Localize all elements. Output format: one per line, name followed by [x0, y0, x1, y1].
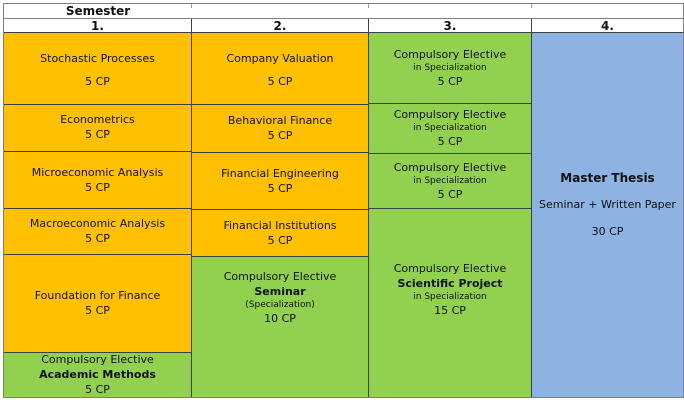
course-title: Econometrics: [60, 113, 135, 127]
semester-4-column: Master Thesis Seminar + Written Paper 30…: [532, 33, 683, 397]
semester-2-column: Company Valuation 5 CP Behavioral Financ…: [192, 33, 369, 397]
course-cell-compulsory-elective-2: Compulsory Elective in Specialization 5 …: [369, 104, 531, 154]
semester-number-2: 2.: [192, 19, 369, 32]
course-credits: 5 CP: [267, 233, 293, 247]
course-cell-stochastic-processes: Stochastic Processes 5 CP: [4, 33, 191, 105]
course-subtitle-bold: Academic Methods: [39, 368, 156, 381]
course-note: in Specialization: [413, 175, 487, 186]
curriculum-table: Semester 1. 2. 3. 4. Stochastic Processe…: [3, 3, 684, 398]
course-title: Foundation for Finance: [34, 289, 161, 303]
course-title: Compulsory Elective: [41, 353, 154, 366]
course-cell-financial-institutions: Financial Institutions 5 CP: [192, 210, 368, 257]
course-cell-compulsory-elective-seminar: Compulsory Elective Seminar (Specializat…: [192, 257, 368, 397]
course-credits: 5 CP: [85, 128, 110, 142]
semester-number-4: 4.: [601, 18, 614, 33]
course-credits: 5 CP: [85, 232, 110, 246]
course-cell-financial-engineering: Financial Engineering 5 CP: [192, 153, 368, 210]
course-cell-macroeconomic-analysis: Macroeconomic Analysis 5 CP: [4, 209, 191, 256]
column-tick: [531, 4, 532, 8]
semester-header-row: Semester: [4, 4, 683, 19]
course-note: (Specialization): [245, 300, 315, 310]
column-tick: [191, 4, 192, 8]
course-credits: 5 CP: [267, 129, 293, 142]
course-cell-behavioral-finance: Behavioral Finance 5 CP: [192, 105, 368, 153]
course-title: Compulsory Elective: [393, 160, 507, 174]
course-title: Financial Engineering: [221, 166, 339, 180]
semester-header-filler: [192, 4, 683, 18]
course-credits: 5 CP: [267, 181, 293, 195]
course-cell-company-valuation: Company Valuation 5 CP: [192, 33, 368, 105]
course-title: Compulsory Elective: [223, 270, 337, 283]
course-cell-econometrics: Econometrics 5 CP: [4, 104, 191, 152]
course-subtitle: Seminar + Written Paper: [539, 198, 676, 211]
course-cell-scientific-project: Compulsory Elective Scientific Project i…: [369, 209, 531, 397]
course-title: Company Valuation: [226, 52, 334, 65]
course-credits: 5 CP: [85, 383, 110, 396]
course-title: Compulsory Elective: [393, 47, 507, 61]
course-cell-master-thesis: Master Thesis Seminar + Written Paper 30…: [532, 33, 683, 397]
semester-numbers-row: 1. 2. 3. 4.: [4, 19, 683, 33]
column-tick: [368, 4, 369, 8]
course-title: Compulsory Elective: [393, 262, 507, 275]
course-cell-academic-methods: Compulsory Elective Academic Methods 5 C…: [4, 353, 191, 397]
course-credits: 5 CP: [85, 180, 110, 194]
course-credits: 30 CP: [591, 225, 624, 238]
semester-number-3: 3.: [369, 19, 532, 32]
course-title: Macroeconomic Analysis: [29, 217, 166, 231]
course-cell-compulsory-elective-3: Compulsory Elective in Specialization 5 …: [369, 154, 531, 209]
course-title: Stochastic Processes: [40, 51, 155, 65]
course-note: in Specialization: [413, 123, 487, 133]
course-title: Financial Institutions: [223, 218, 337, 232]
course-credits: 10 CP: [264, 312, 296, 325]
course-note: in Specialization: [413, 62, 487, 73]
course-cell-foundation-for-finance: Foundation for Finance 5 CP: [4, 255, 191, 353]
course-title: Compulsory Elective: [393, 108, 507, 121]
course-subtitle-bold: Scientific Project: [397, 277, 503, 290]
course-title-bold: Master Thesis: [560, 171, 655, 185]
course-credits: 5 CP: [85, 74, 110, 88]
course-title: Microeconomic Analysis: [31, 165, 164, 179]
semester-3-column: Compulsory Elective in Specialization 5 …: [369, 33, 532, 397]
course-credits: 5 CP: [437, 187, 463, 201]
course-cell-microeconomic-analysis: Microeconomic Analysis 5 CP: [4, 151, 191, 210]
course-credits: 5 CP: [437, 74, 463, 88]
course-note: in Specialization: [413, 292, 487, 302]
curriculum-body: Stochastic Processes 5 CP Econometrics 5…: [4, 33, 683, 397]
semester-label: Semester: [65, 3, 131, 18]
course-credits: 5 CP: [437, 135, 463, 148]
course-subtitle-bold: Seminar: [254, 285, 306, 298]
course-credits: 5 CP: [85, 304, 110, 318]
course-credits: 15 CP: [434, 304, 466, 317]
semester-number-1: 1.: [4, 19, 192, 32]
course-credits: 5 CP: [267, 75, 293, 88]
course-title: Behavioral Finance: [227, 114, 333, 127]
course-cell-compulsory-elective-1: Compulsory Elective in Specialization 5 …: [369, 33, 531, 104]
semester-1-column: Stochastic Processes 5 CP Econometrics 5…: [4, 33, 192, 397]
